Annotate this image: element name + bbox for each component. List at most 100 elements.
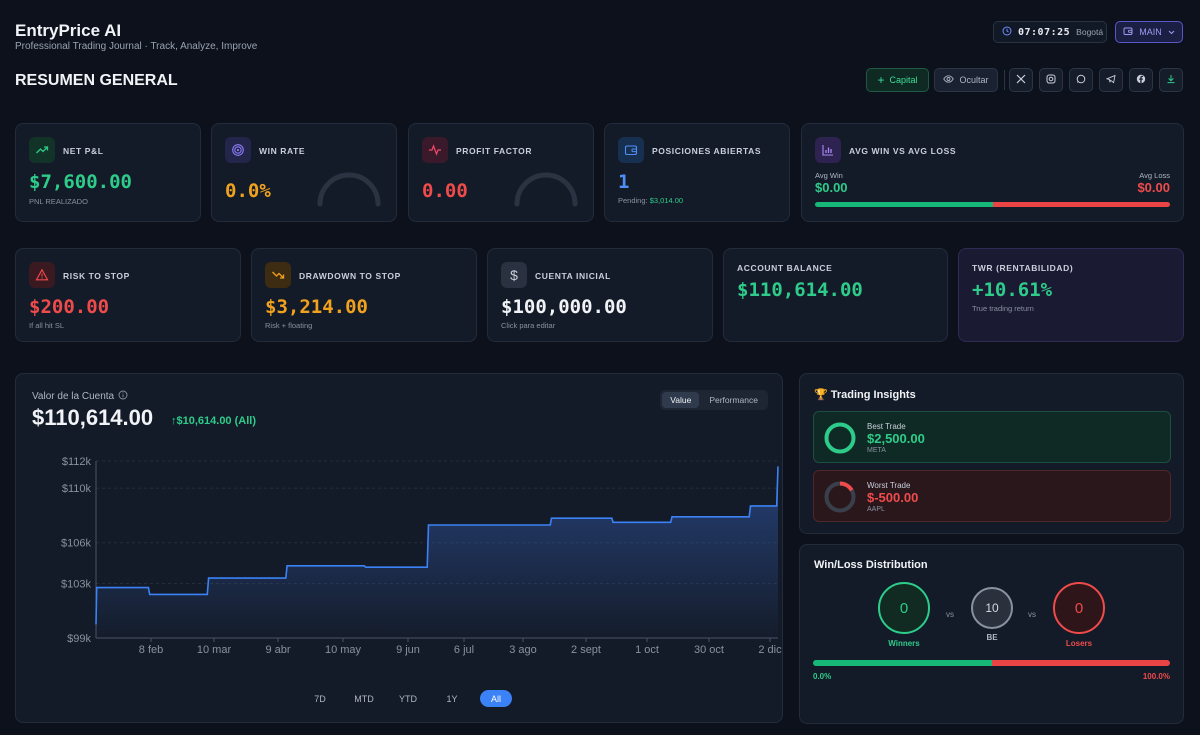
vs-label-2: vs [1028, 610, 1036, 619]
toolbar-divider [1004, 70, 1005, 90]
account-balance-value: $110,614.00 [737, 279, 863, 301]
avg-win-loss-bar [815, 202, 1170, 207]
range-all[interactable]: All [480, 690, 512, 707]
y-tick-label: $103k [61, 579, 91, 591]
range-7d[interactable]: 7D [314, 693, 326, 704]
whatsapp-share-button[interactable] [1069, 68, 1093, 92]
account-selector-label: MAIN [1139, 27, 1162, 37]
download-button[interactable] [1159, 68, 1183, 92]
win-bar-fill [813, 660, 992, 666]
facebook-share-button[interactable] [1129, 68, 1153, 92]
worst-trade-ring [824, 481, 856, 513]
telegram-icon [1105, 74, 1116, 86]
account-selector-button[interactable]: MAIN [1115, 21, 1183, 43]
open-positions-value: 1 [618, 171, 630, 193]
account-balance-card: ACCOUNT BALANCE $110,614.00 [723, 248, 948, 342]
net-pnl-value: $7,600.00 [29, 171, 132, 193]
account-value-label: Valor de la Cuenta [32, 391, 115, 402]
winners-count: 0 [878, 582, 930, 634]
tab-value[interactable]: Value [662, 392, 700, 408]
account-value-chart: $99k $103k $106k $110k $112k 8 feb 10 mar 9 abr… [61, 456, 782, 656]
drawdown-to-stop-sub: Risk + floating [265, 321, 313, 330]
avg-loss-bar-fill [992, 202, 1170, 207]
app-subtitle: Professional Trading Journal · Track, An… [15, 41, 258, 52]
range-1y[interactable]: 1Y [446, 693, 458, 704]
initial-account-value: $100,000.00 [501, 296, 627, 318]
trading-insights-panel: 🏆 Trading Insights Best Trade $2,500.00 … [799, 373, 1184, 534]
telegram-share-button[interactable] [1099, 68, 1123, 92]
x-tick-label: 10 mar [197, 644, 232, 656]
win-rate-value: 0.0% [225, 180, 271, 202]
win-loss-bar [813, 660, 1170, 666]
losers-label: Losers [1065, 639, 1093, 648]
x-tick-label: 3 ago [509, 644, 537, 656]
clock-widget[interactable]: 07:07:25 Bogotá [993, 21, 1107, 43]
range-ytd[interactable]: YTD [399, 693, 417, 704]
best-trade-value: $2,500.00 [867, 431, 925, 446]
best-trade-card: Best Trade $2,500.00 META [813, 411, 1171, 463]
activity-icon [422, 137, 448, 163]
value-performance-toggle: Value Performance [660, 390, 768, 410]
avg-win-loss-card: AVG WIN VS AVG LOSS Avg Win $0.00 Avg Lo… [801, 123, 1184, 222]
profit-factor-gauge [514, 172, 578, 207]
x-tick-label: 1 oct [635, 644, 659, 656]
twr-sub: True trading return [972, 304, 1034, 313]
profit-factor-label: PROFIT FACTOR [456, 146, 533, 156]
best-trade-symbol: META [867, 447, 886, 454]
worst-trade-card: Worst Trade $-500.00 AAPL [813, 470, 1171, 522]
hide-values-button[interactable]: Ocultar [934, 68, 998, 92]
avg-win-label: Avg Win [815, 171, 843, 180]
trending-down-icon [265, 262, 291, 288]
bar-chart-icon [815, 137, 841, 163]
net-pnl-sub: PNL REALIZADO [29, 197, 88, 206]
account-value-area [96, 466, 778, 638]
download-icon [1166, 74, 1176, 86]
y-tick-label: $106k [61, 538, 91, 550]
wallet-icon [618, 137, 644, 163]
risk-to-stop-label: RISK TO STOP [63, 271, 130, 281]
clock-icon [1002, 26, 1012, 38]
worst-trade-label: Worst Trade [867, 481, 911, 490]
avg-win-loss-label: AVG WIN VS AVG LOSS [849, 146, 957, 156]
avg-win-value: $0.00 [815, 180, 848, 195]
initial-account-card[interactable]: $ CUENTA INICIAL $100,000.00 Click para … [487, 248, 713, 342]
x-tick-label: 2 sept [571, 644, 601, 656]
y-tick-label: $112k [62, 456, 92, 468]
twr-label: TWR (RENTABILIDAD) [972, 263, 1074, 273]
win-rate-label: WIN RATE [259, 146, 306, 156]
loss-percentage: 100.0% [1142, 672, 1170, 681]
account-value-change: ↑$10,614.00 (All) [171, 415, 256, 427]
app-title: EntryPrice AI [15, 21, 122, 40]
avg-loss-value: $0.00 [1137, 180, 1170, 195]
drawdown-to-stop-value: $3,214.00 [265, 296, 368, 318]
info-icon[interactable] [118, 390, 128, 403]
range-mtd[interactable]: MTD [354, 693, 374, 704]
twr-value: +10.61% [972, 279, 1053, 301]
account-value-header: Valor de la Cuenta [32, 390, 128, 403]
y-tick-label: $99k [67, 633, 91, 645]
account-value-panel: $99k $103k $106k $110k $112k 8 feb 10 mar 9 abr… [15, 373, 783, 723]
risk-to-stop-value: $200.00 [29, 296, 110, 318]
instagram-share-button[interactable] [1039, 68, 1063, 92]
tab-performance[interactable]: Performance [709, 395, 758, 405]
x-tick-label: 30 oct [694, 644, 724, 656]
clock-city: Bogotá [1076, 27, 1104, 37]
time-range-selector: 7D MTD YTD 1Y All [298, 690, 512, 707]
dollar-icon: $ [501, 262, 527, 288]
breakeven-label: BE [986, 633, 998, 642]
eye-icon [943, 75, 955, 85]
worst-trade-symbol: AAPL [867, 506, 885, 513]
add-capital-button[interactable]: + Capital [866, 68, 929, 92]
x-tick-label: 2 dic [758, 644, 782, 656]
worst-trade-value: $-500.00 [867, 490, 919, 505]
initial-account-sub: Click para editar [501, 321, 556, 330]
breakeven-count: 10 [971, 587, 1013, 629]
account-balance-label: ACCOUNT BALANCE [737, 263, 833, 273]
warning-icon [29, 262, 55, 288]
x-share-button[interactable] [1009, 68, 1033, 92]
account-value-total: $110,614.00 [32, 405, 154, 430]
twr-card: TWR (RENTABILIDAD) +10.61% True trading … [958, 248, 1184, 342]
avg-loss-label: Avg Loss [1139, 171, 1170, 180]
profit-factor-card: PROFIT FACTOR 0.00 [408, 123, 594, 222]
whatsapp-icon [1076, 74, 1086, 86]
